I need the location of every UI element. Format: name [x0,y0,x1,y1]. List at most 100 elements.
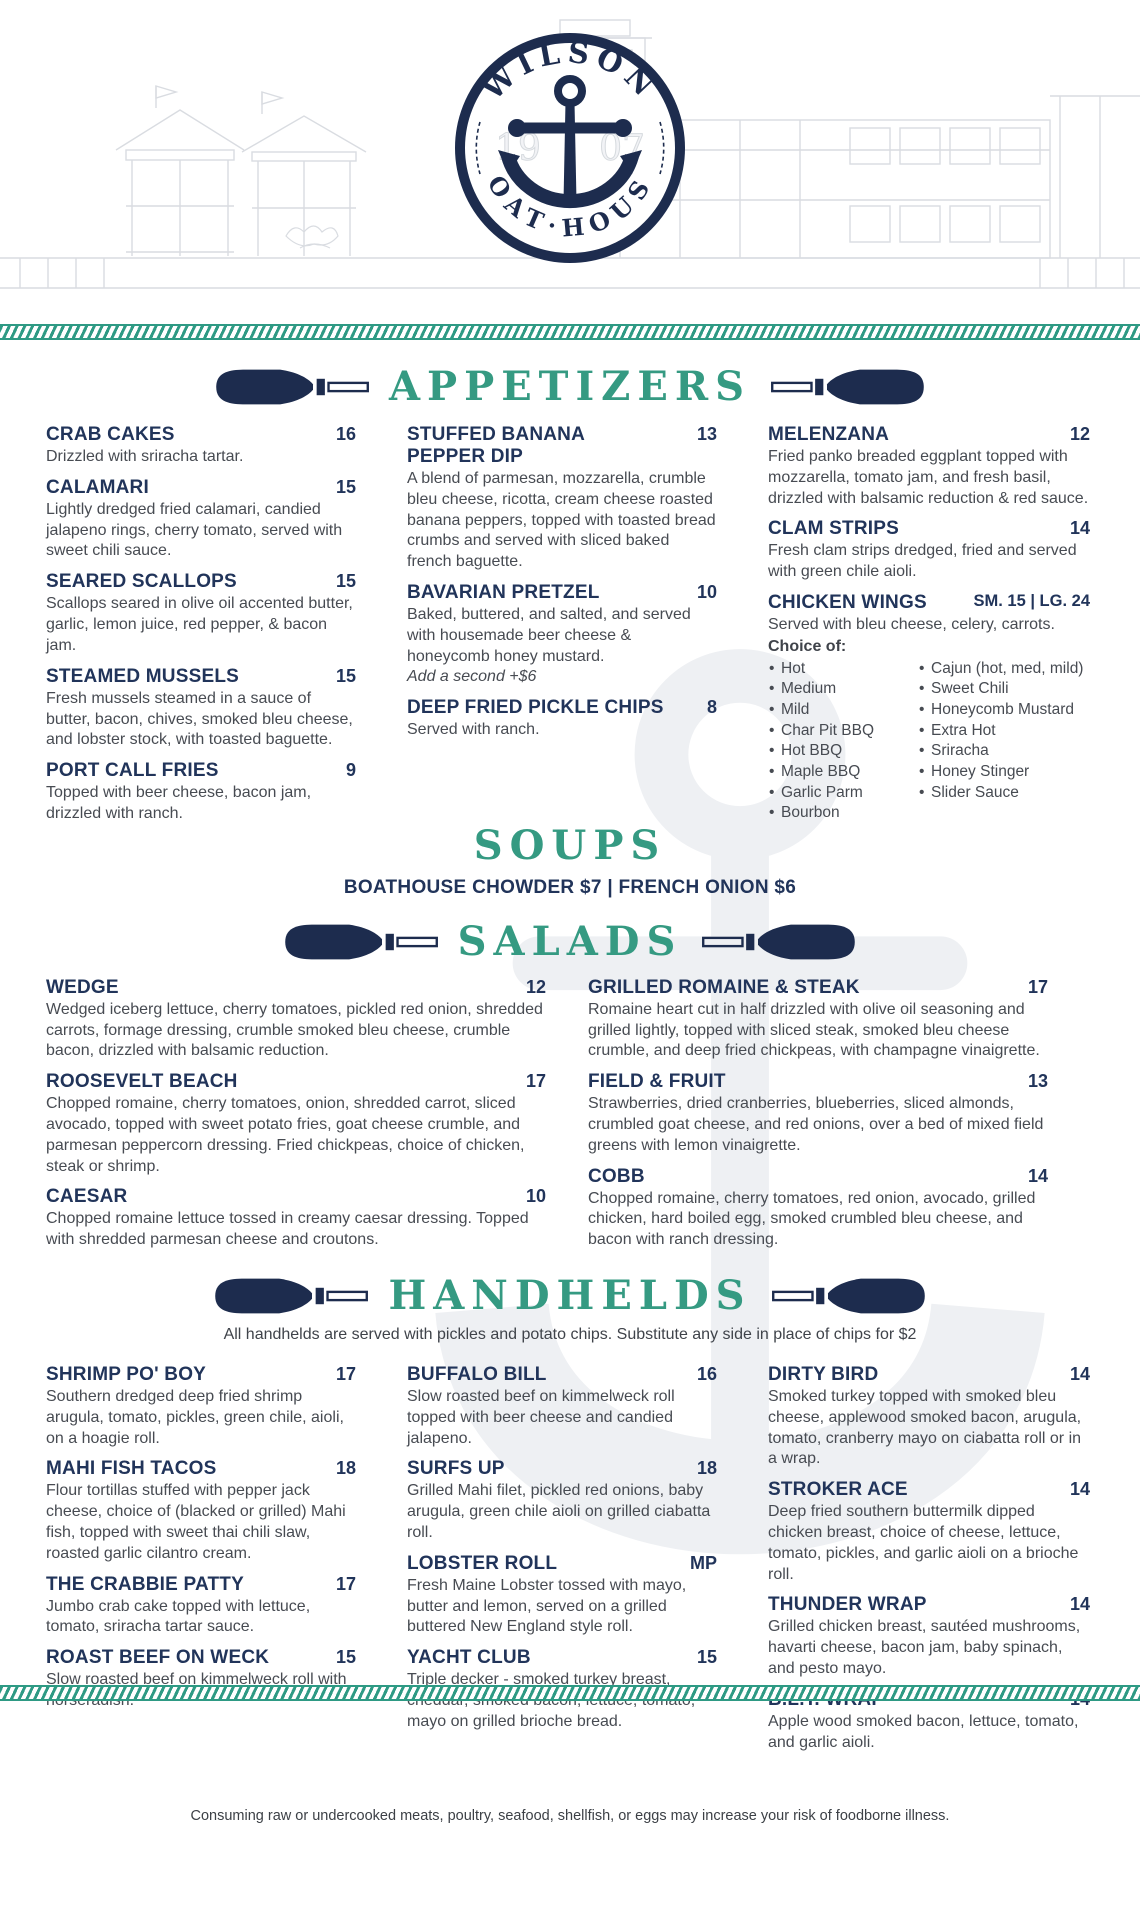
item-name: THUNDER WRAP [768,1594,927,1616]
item-description: Slow roasted beef on kimmelweck roll top… [407,1388,675,1447]
item-price: 15 [335,1647,356,1668]
item-name: CRAB CAKES [46,424,175,445]
item-name: BAVARIAN PRETZEL [407,582,600,604]
wing-flavor: Bourbon [768,803,918,824]
item-price: 15 [696,1647,717,1668]
menu-item: SEARED SCALLOPS 15 Scallops seared in oli… [46,571,356,656]
item-price: 14 [1069,1594,1090,1615]
item-price: 8 [706,697,717,718]
menu-item: ROAST BEEF ON WECK 15 Slow roasted beef o… [46,1647,356,1712]
item-price: 10 [525,1186,546,1207]
item-description: Fresh mussels steamed in a sauce of butt… [46,689,353,749]
wing-flavor-lists: Hot Medium Mild Char Pit BBQ Hot BBQ Map… [768,659,1090,824]
header: WILSON BOAT·HOUSE 19 07 [0,0,1140,324]
item-name: ROAST BEEF ON WECK [46,1647,270,1669]
item-name: STUFFED BANANA PEPPER DIP [407,424,585,468]
item-name: COBB [588,1165,645,1187]
item-description: Drizzled with sriracha tartar. [46,448,244,466]
item-price: 17 [335,1573,356,1594]
handhelds-column-1: SHRIMP PO' BOY 17 Southern dredged deep f… [46,1364,356,1712]
salads-header: SALADS [0,920,1140,963]
appetizers-column-1: CRAB CAKES 16 Drizzled with sriracha tart… [46,424,356,825]
menu-item: CALAMARI 15 Lightly dredged fried calamar… [46,477,356,562]
item-price: 14 [1069,1363,1090,1384]
section-title-soups: SOUPS [473,821,667,869]
item-price: 14 [1069,518,1090,539]
item-name: FIELD & FRUIT [588,1071,726,1093]
rope-divider-top [0,324,1140,340]
wing-flavor: Honey Stinger [918,762,1090,783]
menu-item-chicken-wings: CHICKEN WINGS SM. 15 | LG. 24 Served with… [768,592,1090,824]
menu-item: CRAB CAKES 16 Drizzled with sriracha tart… [46,424,356,468]
appetizers-column-3: MELENZANA 12 Fried panko breaded eggplant… [768,424,1090,824]
wing-flavor: Medium [768,679,918,700]
menu-item: STUFFED BANANA PEPPER DIP 13 A blend of p… [407,424,717,573]
item-name: CAESAR [46,1186,128,1208]
item-note: Add a second +$6 [407,668,537,686]
section-title-handhelds: HANDHELDS [388,1271,752,1319]
item-name: DEEP FRIED PICKLE CHIPS [407,697,664,719]
menu-item: THE CRABBIE PATTY 17 Jumbo crab cake topp… [46,1574,356,1639]
item-name: WEDGE [46,976,119,998]
item-name: CLAM STRIPS [768,518,899,540]
menu-item: DIRTY BIRD 14 Smoked turkey topped with s… [768,1364,1090,1470]
item-name: STEAMED MUSSELS [46,665,240,687]
rope-divider-bottom [0,1685,1140,1702]
item-name: MELENZANA [768,424,890,445]
oar-icon [768,1275,930,1317]
wing-flavor: Garlic Parm [768,783,918,804]
item-price: 17 [1027,976,1048,997]
wing-flavors-left: Hot Medium Mild Char Pit BBQ Hot BBQ Map… [768,659,918,824]
oar-icon [210,1275,372,1317]
item-description: Fried panko breaded eggplant topped with… [768,448,1089,507]
wing-flavor: Extra Hot [918,721,1090,742]
item-description: Fresh clam strips dredged, fried and ser… [768,542,1077,581]
item-description: Southern dredged deep fried shrimp arugu… [46,1388,344,1447]
item-price: 10 [696,582,717,603]
item-name: MAHI FISH TACOS [46,1458,217,1480]
item-description: Grilled Mahi filet, pickled red onions, … [407,1482,711,1542]
item-name: LOBSTER ROLL [407,1552,558,1574]
oar-icon [280,921,442,963]
handhelds-note: All handhelds are served with pickles an… [223,1325,917,1343]
item-description: Served with bleu cheese, celery, carrots… [768,616,1055,634]
menu-item: WEDGE 12 Wedged iceberg lettuce, cherry t… [46,977,546,1062]
salads-grid: WEDGE 12 Wedged iceberg lettuce, cherry t… [0,963,1140,1251]
item-price: 15 [335,665,356,686]
item-name: YACHT CLUB [407,1647,531,1669]
menu-item: LOBSTER ROLL MP Fresh Maine Lobster tosse… [407,1553,717,1638]
menu-item: CLAM STRIPS 14 Fresh clam strips dredged,… [768,518,1090,583]
item-name: BUFFALO BILL [407,1363,547,1385]
menu-item: BUFFALO BILL 16 Slow roasted beef on kimm… [407,1364,717,1449]
anchor-watermark [435,649,1045,1555]
anchor-icon [498,75,642,209]
menu-item: DEEP FRIED PICKLE CHIPS 8 Served with ran… [407,697,717,741]
menu-item: STEAMED MUSSELS 15 Fresh mussels steamed … [46,666,356,751]
item-price: 14 [1069,1479,1090,1500]
menu-item: GRILLED ROMAINE & STEAK 17 Romaine heart … [588,977,1048,1062]
item-price: MP [690,1552,717,1573]
item-name: SURFS UP [407,1458,505,1480]
menu-item: MELENZANA 12 Fried panko breaded eggplant… [768,424,1090,509]
item-name: SHRIMP PO' BOY [46,1363,207,1385]
appetizers-grid: CRAB CAKES 16 Drizzled with sriracha tart… [0,408,1140,825]
soups-section: SOUPS BOATHOUSE CHOWDER $7 | FRENCH ONIO… [0,821,1140,899]
wing-flavor: Slider Sauce [918,783,1090,804]
item-description: Baked, buttered, and salted, and served … [407,606,691,665]
handhelds-header: HANDHELDS [0,1271,1140,1319]
wilson-boathouse-logo: WILSON BOAT·HOUSE 19 07 [455,33,685,263]
item-name: GRILLED ROMAINE & STEAK [588,976,860,998]
item-description: Chopped romaine, cherry tomatoes, onion,… [46,1095,525,1175]
item-price: 16 [335,424,356,444]
item-description: Jumbo crab cake topped with lettuce, tom… [46,1597,311,1636]
item-price: SM. 15 | LG. 24 [973,592,1091,611]
item-name: STROKER ACE [768,1479,908,1501]
wing-flavors-right: Cajun (hot, med, mild) Sweet Chili Honey… [918,659,1090,824]
menu-item: SHRIMP PO' BOY 17 Southern dredged deep f… [46,1364,356,1449]
item-description: Triple decker - smoked turkey breast, ch… [407,1671,695,1730]
menu-item: PORT CALL FRIES 9 Topped with beer cheese… [46,760,356,825]
item-description: Flour tortillas stuffed with pepper jack… [46,1482,346,1562]
item-description: Grilled chicken breast, sautéed mushroom… [768,1618,1081,1678]
handhelds-column-2: BUFFALO BILL 16 Slow roasted beef on kimm… [407,1364,717,1733]
menu-item: STROKER ACE 14 Deep fried southern butter… [768,1479,1090,1585]
